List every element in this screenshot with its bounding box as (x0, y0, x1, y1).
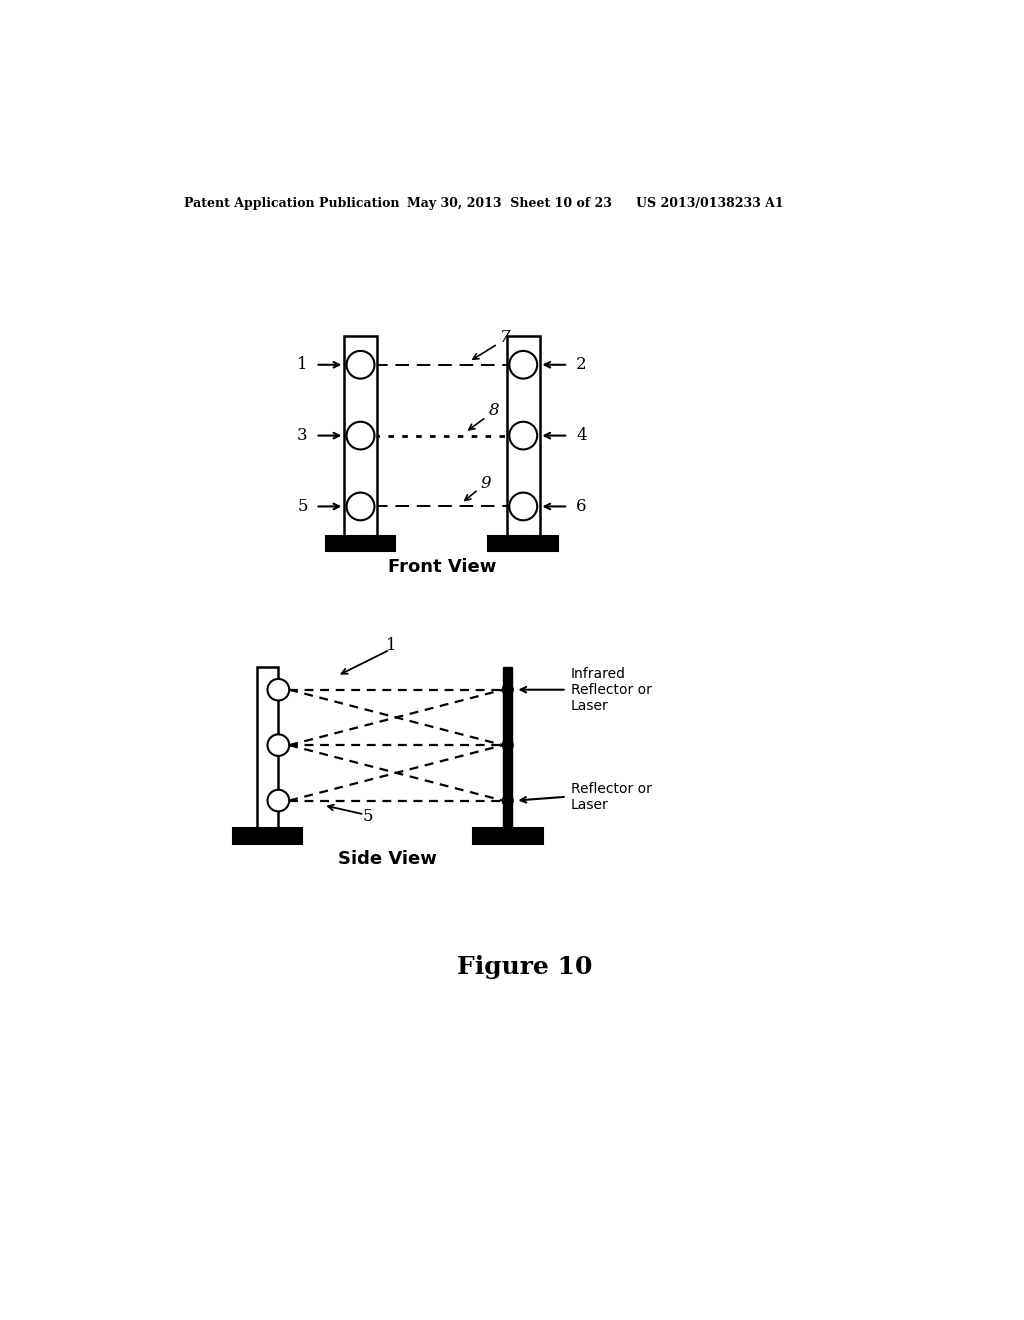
Bar (344, 335, 377, 536)
Text: May 30, 2013  Sheet 10 of 23: May 30, 2013 Sheet 10 of 23 (407, 197, 612, 210)
Circle shape (346, 351, 375, 379)
Bar (473, 829, 543, 843)
Bar (488, 536, 558, 552)
Text: Infrared
Reflector or
Laser: Infrared Reflector or Laser (570, 667, 651, 713)
Circle shape (503, 684, 513, 696)
Circle shape (346, 492, 375, 520)
Circle shape (509, 422, 538, 450)
Bar (503, 667, 512, 829)
Text: 8: 8 (488, 403, 499, 420)
Text: Reflector or
Laser: Reflector or Laser (570, 781, 651, 812)
Circle shape (267, 789, 289, 812)
Circle shape (267, 678, 289, 701)
Bar (257, 667, 279, 829)
Text: Side View: Side View (338, 850, 437, 869)
Bar (507, 335, 540, 536)
Text: Front View: Front View (388, 557, 496, 576)
Text: Patent Application Publication: Patent Application Publication (183, 197, 399, 210)
Text: 2: 2 (575, 356, 587, 374)
Text: 4: 4 (575, 428, 587, 444)
Circle shape (509, 351, 538, 379)
Bar (326, 536, 395, 552)
Circle shape (267, 734, 289, 756)
Text: 5: 5 (362, 808, 374, 825)
Text: 1: 1 (297, 356, 308, 374)
Text: 3: 3 (297, 428, 308, 444)
Text: 1: 1 (386, 636, 397, 653)
Text: 6: 6 (575, 498, 587, 515)
Circle shape (509, 492, 538, 520)
Text: 9: 9 (480, 475, 492, 492)
Circle shape (503, 795, 513, 807)
Circle shape (503, 739, 513, 751)
Text: 7: 7 (500, 329, 511, 346)
Circle shape (346, 422, 375, 450)
Text: US 2013/0138233 A1: US 2013/0138233 A1 (636, 197, 783, 210)
Text: 5: 5 (297, 498, 308, 515)
Text: Figure 10: Figure 10 (457, 954, 593, 979)
Bar (232, 829, 302, 843)
